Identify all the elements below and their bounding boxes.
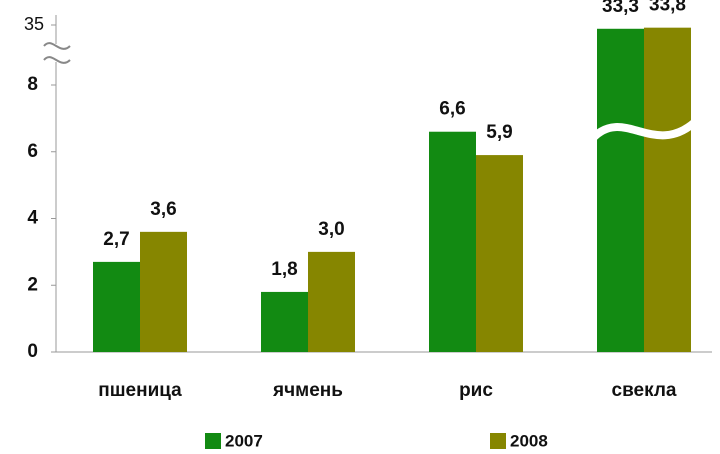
y-tick-label: 2 (27, 274, 38, 295)
legend-swatch (490, 433, 506, 449)
y-tick-label: 0 (27, 341, 38, 362)
bar (644, 27, 691, 353)
bar-break (590, 118, 698, 141)
data-label: 33,8 (649, 0, 686, 16)
legend-label: 2008 (510, 431, 548, 450)
bar (429, 131, 476, 352)
x-tick-label: пшеница (98, 380, 182, 401)
legend-swatch (205, 433, 221, 449)
data-label: 6,6 (439, 99, 465, 120)
bar (597, 28, 644, 353)
data-label: 2,7 (103, 229, 129, 250)
x-tick-label: свекла (612, 380, 677, 401)
y-tick-label: 6 (27, 141, 38, 162)
data-label: 5,9 (486, 122, 512, 143)
data-label: 33,3 (602, 0, 639, 17)
axis-break (43, 56, 71, 64)
x-tick-label: рис (459, 380, 493, 401)
data-label: 1,8 (271, 259, 297, 280)
bar (140, 231, 187, 352)
y-tick-label: 8 (27, 74, 38, 95)
bar (476, 155, 523, 352)
bar (93, 261, 140, 352)
data-label: 3,6 (150, 199, 176, 220)
x-tick-label: ячмень (272, 380, 343, 401)
y-tick-label: 35 (24, 14, 44, 34)
y-tick-label: 4 (27, 208, 38, 229)
bar (261, 291, 308, 352)
data-label: 3,0 (318, 219, 344, 240)
axis-break (43, 42, 71, 50)
legend-label: 2007 (225, 431, 263, 450)
bar (308, 251, 355, 352)
